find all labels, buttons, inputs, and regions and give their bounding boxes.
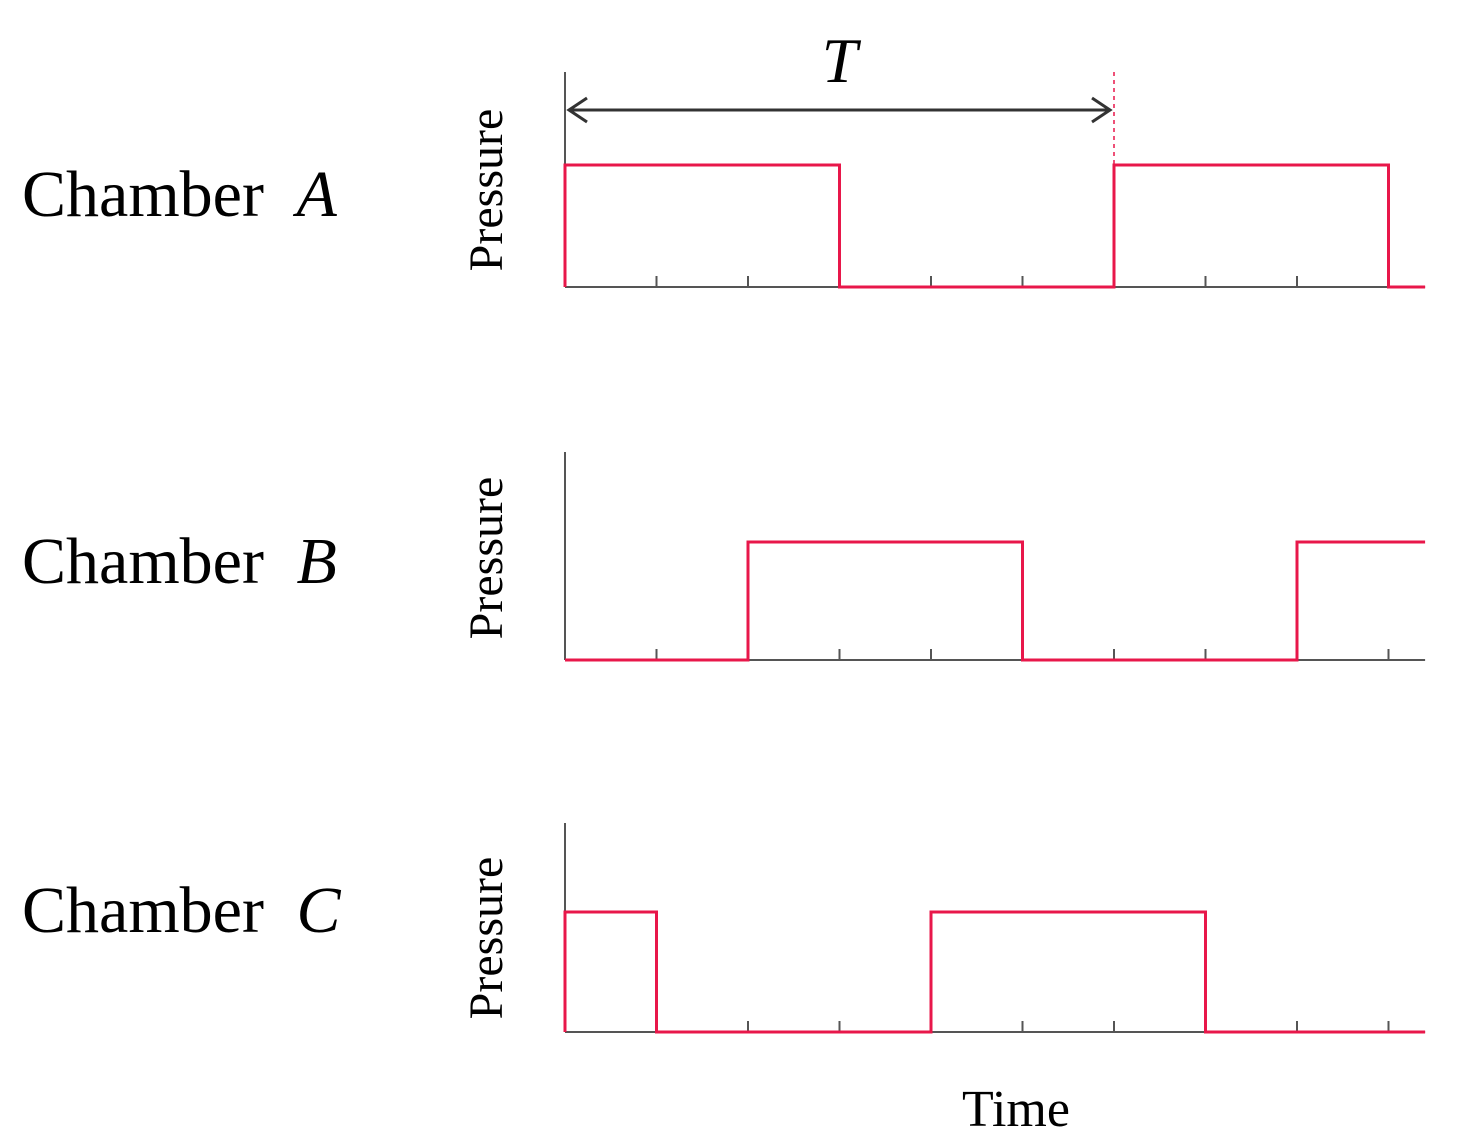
chamber-label-word: Chamber — [22, 158, 264, 231]
chamber-label-var: B — [296, 525, 336, 598]
period-arrowhead-left — [566, 96, 588, 124]
chamber-label-var: C — [296, 874, 341, 947]
pressure-signal — [563, 163, 1426, 289]
chamber-label: Chamber C — [22, 874, 341, 947]
ticks — [564, 1021, 1390, 1032]
panel-chamber-a: Chamber A Pressure — [22, 72, 1426, 289]
panel-chamber-c: Chamber C Pressure — [22, 823, 1426, 1034]
pressure-signal — [563, 910, 1426, 1034]
x-axis-label: Time — [962, 1081, 1070, 1138]
ticks — [564, 276, 1390, 287]
period-label: T — [822, 25, 862, 96]
axes — [564, 72, 1426, 288]
chamber-label: Chamber B — [22, 525, 337, 598]
y-axis-label: Pressure — [460, 857, 513, 1020]
chamber-label-word: Chamber — [22, 874, 264, 947]
y-axis-label: Pressure — [460, 109, 513, 272]
pressure-signal — [565, 540, 1426, 662]
ticks — [564, 649, 1390, 660]
panel-chamber-b: Chamber B Pressure — [22, 452, 1426, 662]
axes — [564, 823, 1426, 1033]
period-annotation: T — [566, 25, 1115, 165]
y-axis-label: Pressure — [460, 477, 513, 640]
chamber-label-word: Chamber — [22, 525, 264, 598]
chamber-label-var: A — [292, 158, 337, 231]
period-arrowhead-right — [1091, 96, 1113, 124]
chamber-label: Chamber A — [22, 158, 337, 231]
